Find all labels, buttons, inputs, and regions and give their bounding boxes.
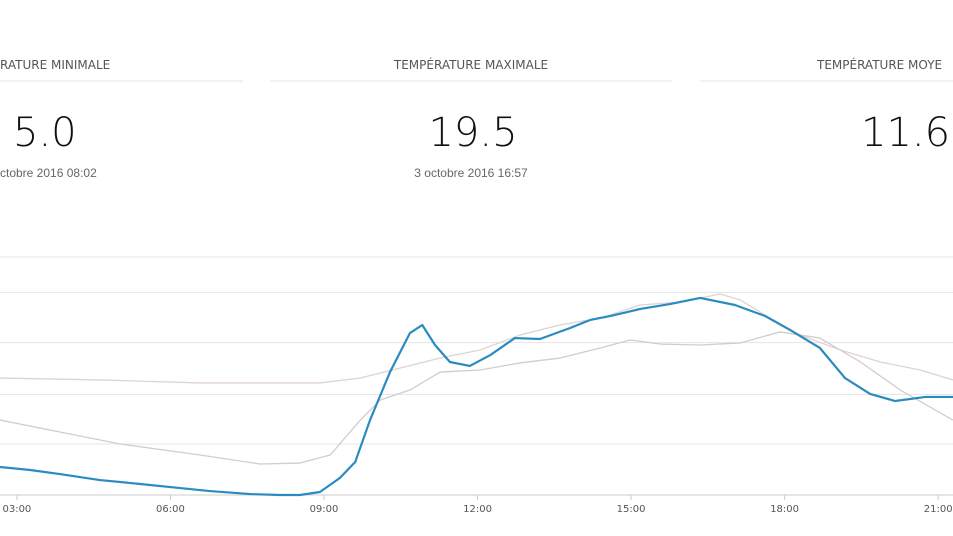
x-tick-label: 03:00 — [2, 504, 31, 515]
x-tick-label: 06:00 — [156, 504, 185, 515]
card-header: TEMPÉRATURE MAXIMALE — [393, 57, 548, 72]
card-value: 5.0 — [13, 110, 77, 156]
card-header: RATURE MINIMALE — [0, 58, 110, 72]
x-tick-label: 21:00 — [924, 504, 953, 515]
data-line — [0, 296, 953, 497]
data-line — [0, 331, 953, 465]
x-tick-label: 12:00 — [463, 504, 492, 515]
card-value: 11.6 — [861, 110, 950, 156]
card-header: TEMPÉRATURE MOYE — [816, 57, 942, 72]
x-tick-label: 18:00 — [770, 504, 799, 515]
chart: 03:00 06:00 09:00 12:00 15:00 18:00 21:00 — [0, 256, 953, 515]
card-value: 19.5 — [428, 110, 517, 156]
x-tick-label: 09:00 — [310, 504, 339, 515]
card-date: ctobre 2016 08:02 — [0, 166, 97, 180]
card-date: 3 octobre 2016 16:57 — [414, 166, 528, 180]
x-tick-label: 15:00 — [617, 504, 646, 515]
